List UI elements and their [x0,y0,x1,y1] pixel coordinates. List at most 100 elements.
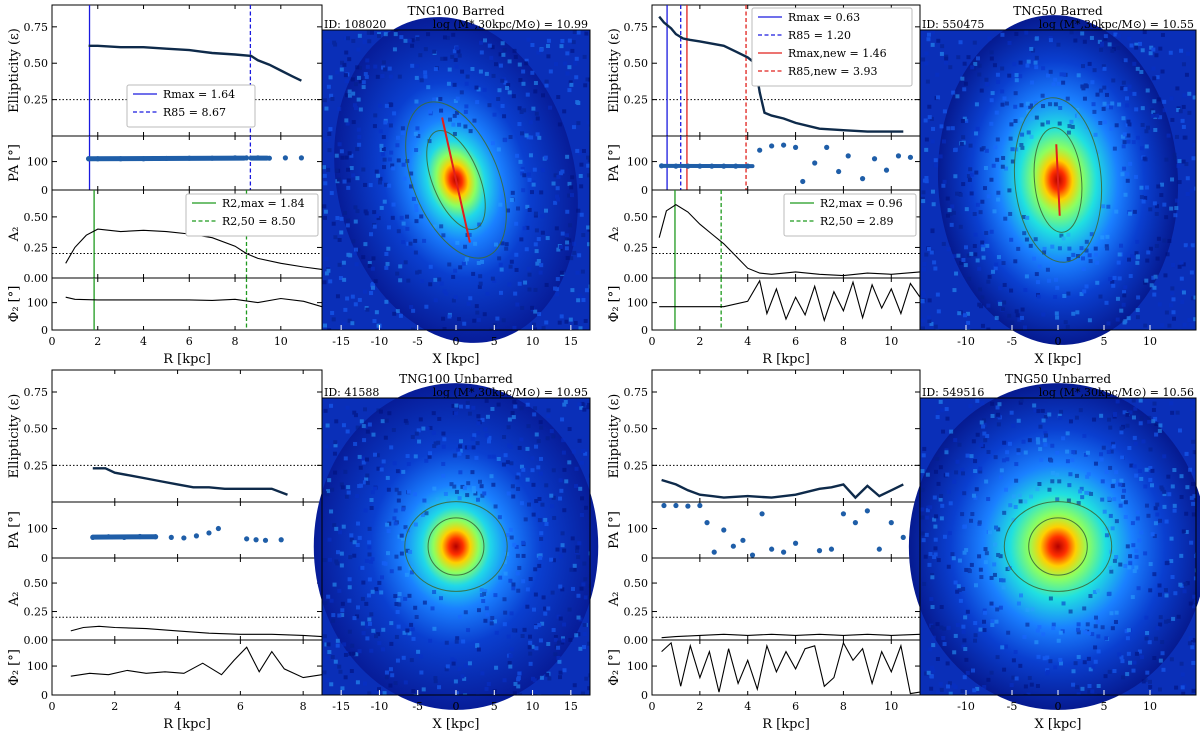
noise-pixel [392,311,397,316]
noise-pixel [352,616,357,621]
noise-pixel [1119,478,1124,483]
noise-pixel [395,609,400,614]
noise-pixel [339,149,344,154]
noise-pixel [1109,569,1114,574]
noise-pixel [339,216,344,221]
noise-pixel [564,319,569,324]
noise-pixel [1095,620,1100,625]
noise-pixel [387,66,392,71]
noise-pixel [1014,309,1019,314]
y-tick-label: 0.50 [24,577,49,590]
noise-pixel [441,431,446,436]
noise-pixel [347,93,352,98]
image-x-tick-label: -5 [412,335,423,348]
noise-pixel [580,401,585,406]
noise-pixel [1116,34,1121,39]
noise-pixel [1140,48,1145,53]
noise-pixel [363,242,368,247]
noise-pixel [508,664,513,669]
noise-pixel [372,319,377,324]
noise-pixel [1014,462,1019,467]
noise-pixel [384,418,389,423]
noise-pixel [577,541,582,546]
y-tick-label: 100 [27,660,48,673]
noise-pixel [1076,692,1081,695]
noise-pixel [1089,491,1094,496]
noise-pixel [579,512,584,517]
noise-pixel [588,673,590,678]
noise-pixel [1133,441,1138,446]
noise-pixel [938,399,943,404]
noise-pixel [586,225,590,230]
noise-pixel [379,575,384,580]
noise-pixel [973,459,978,464]
noise-pixel [511,494,516,499]
noise-pixel [396,624,401,629]
noise-pixel [463,693,468,695]
noise-pixel [371,432,376,437]
noise-pixel [1181,262,1186,267]
noise-pixel [548,692,553,695]
noise-pixel [397,602,402,607]
noise-pixel [1159,193,1164,198]
noise-pixel [509,647,514,652]
noise-pixel [961,258,966,263]
noise-pixel [363,182,368,187]
noise-pixel [924,147,929,152]
noise-pixel [1004,166,1009,171]
noise-pixel [1033,237,1038,242]
noise-pixel [565,154,570,159]
noise-pixel [527,177,532,182]
noise-pixel [944,450,949,455]
noise-pixel [578,486,583,491]
noise-pixel [960,512,965,517]
noise-pixel [1134,548,1139,553]
noise-pixel [351,651,356,656]
noise-pixel [921,293,926,298]
noise-pixel [343,469,348,474]
noise-pixel [1059,72,1064,77]
noise-pixel [407,38,412,43]
noise-pixel [357,649,362,654]
noise-pixel [960,471,965,476]
y-axis-label: Φ₂ [°] [7,286,22,323]
noise-pixel [415,270,420,275]
noise-pixel [978,466,983,471]
noise-pixel [456,49,461,54]
noise-pixel [556,645,561,650]
noise-pixel [496,147,501,152]
noise-pixel [1180,299,1185,304]
noise-pixel [337,588,342,593]
noise-pixel [981,247,986,252]
noise-pixel [1162,489,1167,494]
noise-pixel [1185,192,1190,197]
noise-pixel [480,493,485,498]
noise-pixel [1000,89,1005,94]
noise-pixel [920,318,925,323]
noise-pixel [384,670,389,675]
noise-pixel [403,418,408,423]
noise-pixel [1062,72,1067,77]
noise-pixel [559,488,564,493]
noise-pixel [511,582,516,587]
noise-pixel [935,656,940,661]
noise-pixel [1150,532,1155,537]
noise-pixel [356,97,361,102]
noise-pixel [464,445,469,450]
noise-pixel [347,577,352,582]
noise-pixel [322,670,327,675]
noise-pixel [417,151,422,156]
noise-pixel [998,475,1003,480]
x-tick-label: 6 [237,700,244,713]
noise-pixel [465,493,470,498]
y-tick-label: 0.50 [24,423,49,436]
noise-pixel [1185,581,1190,586]
noise-pixel [323,323,328,328]
noise-pixel [1014,137,1019,142]
noise-pixel [343,652,348,657]
noise-pixel [996,255,1001,260]
noise-pixel [961,586,966,591]
